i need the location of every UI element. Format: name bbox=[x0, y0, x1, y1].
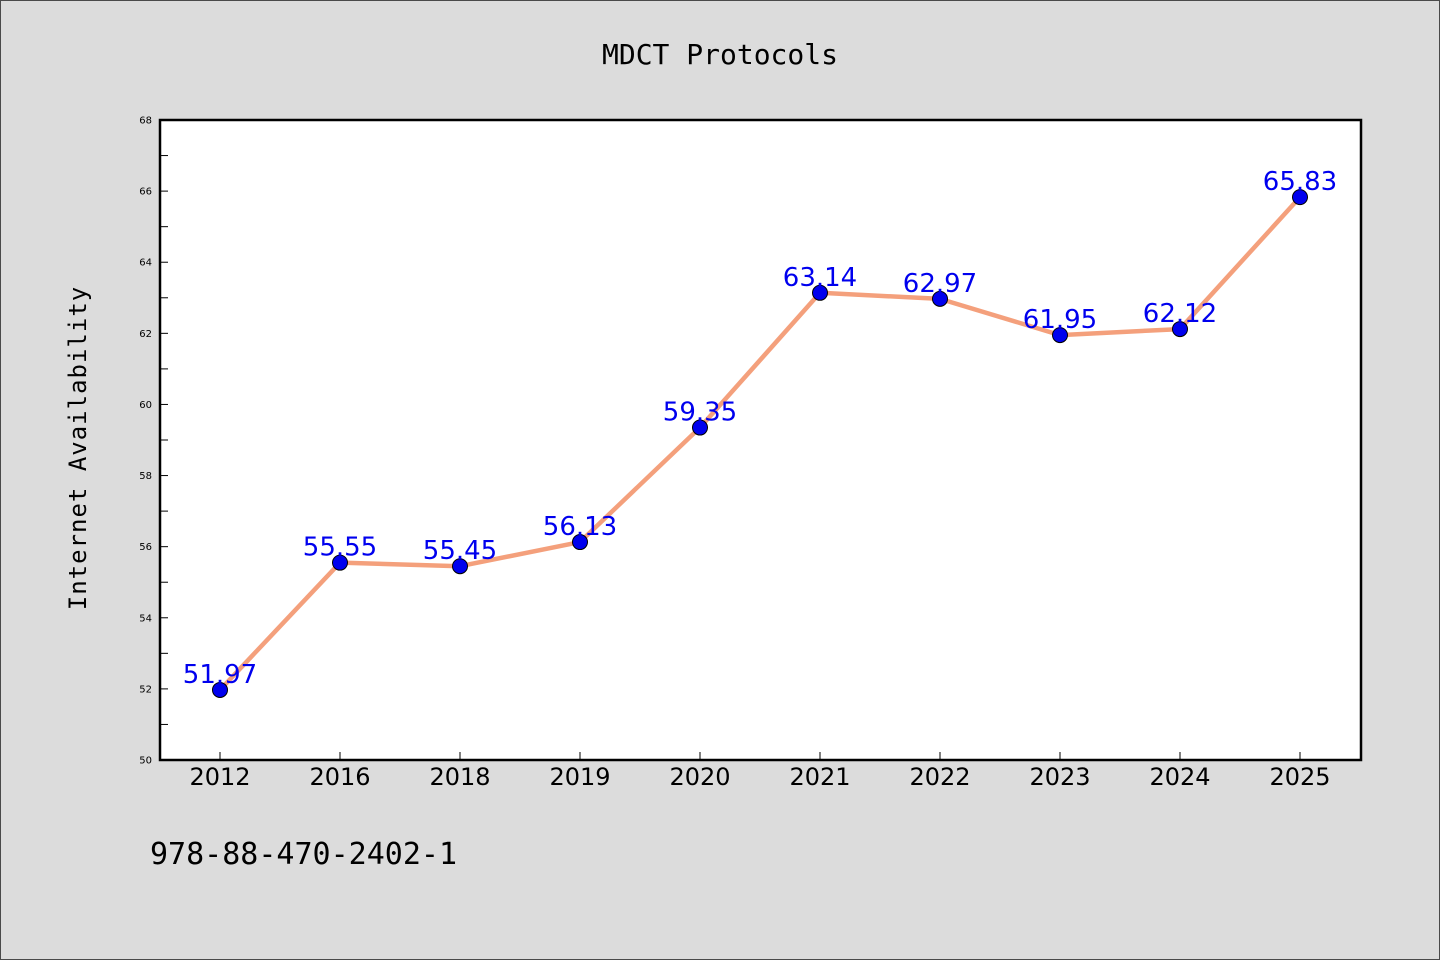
data-label: 55.45 bbox=[423, 536, 497, 566]
y-tick-label: 60 bbox=[139, 400, 152, 411]
chart-title: MDCT Protocols bbox=[602, 38, 838, 71]
data-point bbox=[332, 554, 348, 571]
series-group bbox=[212, 189, 1308, 698]
data-point bbox=[1052, 327, 1068, 344]
data-labels: 51.97 55.55 55.45 56.13 59.35 63.14 62.97 61.95… bbox=[183, 167, 1337, 690]
x-tick-label: 2021 bbox=[789, 763, 850, 791]
series-line bbox=[218, 195, 1302, 692]
y-tick-label: 58 bbox=[139, 471, 152, 482]
data-label: 51.97 bbox=[183, 660, 257, 690]
x-tick-label: 2025 bbox=[1269, 763, 1330, 791]
y-tick-label: 66 bbox=[139, 187, 152, 198]
data-label: 59.35 bbox=[663, 398, 737, 428]
data-point bbox=[572, 534, 588, 551]
data-label: 62.97 bbox=[903, 269, 977, 299]
data-point bbox=[932, 290, 948, 307]
y-axis: 50 52 54 56 58 60 62 64 66 68 bbox=[139, 116, 168, 767]
x-tick-label: 2018 bbox=[429, 763, 490, 791]
data-point bbox=[212, 681, 228, 698]
y-axis-label: Internet Availability bbox=[64, 286, 92, 610]
y-tick-label: 54 bbox=[139, 613, 152, 624]
x-tick-label: 2023 bbox=[1029, 763, 1090, 791]
data-point bbox=[1292, 189, 1308, 206]
data-point bbox=[1172, 321, 1188, 338]
x-tick-label: 2019 bbox=[549, 763, 610, 791]
y-tick-label: 64 bbox=[139, 258, 152, 269]
data-label: 61.95 bbox=[1023, 305, 1097, 335]
x-tick-label: 2022 bbox=[909, 763, 970, 791]
x-tick-label: 2020 bbox=[669, 763, 730, 791]
y-tick-label: 56 bbox=[139, 542, 152, 553]
data-point bbox=[692, 419, 708, 436]
y-tick-label: 68 bbox=[139, 116, 152, 127]
y-tick-label: 62 bbox=[139, 329, 152, 340]
data-label: 55.55 bbox=[303, 533, 377, 563]
data-label: 62.12 bbox=[1143, 299, 1217, 329]
data-point bbox=[452, 558, 468, 575]
data-label: 56.13 bbox=[543, 512, 617, 542]
y-tick-label: 52 bbox=[139, 684, 152, 695]
data-label: 63.14 bbox=[783, 263, 857, 293]
data-point bbox=[812, 284, 828, 301]
x-axis: 2012 2016 2018 2019 2020 2021 2022 2023 2024 2025 bbox=[189, 752, 1331, 791]
y-tick-label: 50 bbox=[139, 756, 152, 767]
data-label: 65.83 bbox=[1263, 167, 1337, 197]
x-tick-label: 2016 bbox=[309, 763, 370, 791]
footnote-text: 978-88-470-2402-1 bbox=[150, 837, 457, 872]
plot-area bbox=[158, 118, 1363, 762]
x-tick-label: 2024 bbox=[1149, 763, 1210, 791]
x-tick-label: 2012 bbox=[189, 763, 250, 791]
